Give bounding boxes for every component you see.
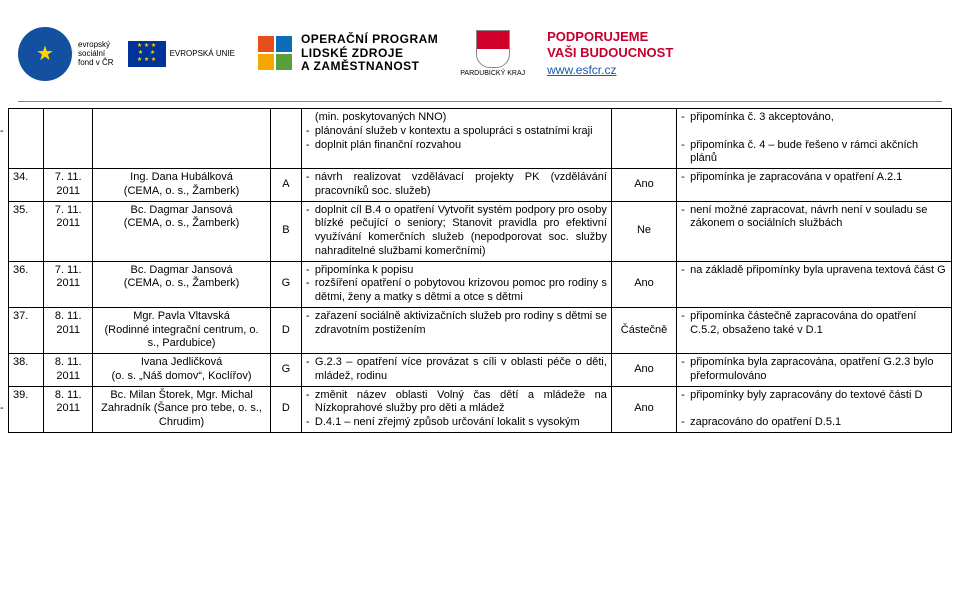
cell: B xyxy=(270,201,301,261)
logo-eu: ★ ★ ★★ ★★ ★ ★ EVROPSKÁ UNIE xyxy=(128,41,235,67)
page-header: ★ evropský sociální fond v ČR ★ ★ ★★ ★★ … xyxy=(0,0,960,101)
cell: 8. 11. 2011 xyxy=(44,307,93,353)
cell: G xyxy=(270,354,301,387)
support-line: VAŠI BUDOUCNOST xyxy=(547,45,673,61)
cell: G.2.3 – opatření více provázat s cíli v … xyxy=(301,354,611,387)
cell: Bc. Milan Štorek, Mgr. Michal Zahradník … xyxy=(93,386,271,432)
logo-esf: ★ evropský sociální fond v ČR xyxy=(18,27,114,81)
cell: není možné zapracovat, návrh není v soul… xyxy=(677,201,952,261)
logo-oplz: OPERAČNÍ PROGRAM LIDSKÉ ZDROJE A ZAMĚSTN… xyxy=(257,33,438,74)
cell: 37. xyxy=(9,307,44,353)
logo-pardubicky-kraj: PARDUBICKÝ KRAJ xyxy=(460,30,525,77)
cell: Ne xyxy=(611,201,676,261)
cell: doplnit cíl B.4 o opatření Vytvořit syst… xyxy=(301,201,611,261)
cell: 7. 11. 2011 xyxy=(44,261,93,307)
cell-desc: (min. poskytovaných NNO)plánování služeb… xyxy=(301,109,611,169)
cell: připomínky byly zapracovány do textové č… xyxy=(677,386,952,432)
cell: Ano xyxy=(611,169,676,202)
program-line: OPERAČNÍ PROGRAM xyxy=(301,33,438,47)
cell: 7. 11. 2011 xyxy=(44,169,93,202)
cell: připomínka částečně zapracována do opatř… xyxy=(677,307,952,353)
cell: Ano xyxy=(611,261,676,307)
cell: G xyxy=(270,261,301,307)
cell: A xyxy=(270,169,301,202)
cell: na základě připomínky byla upravena text… xyxy=(677,261,952,307)
support-text: PODPORUJEME VAŠI BUDOUCNOST www.esfcr.cz xyxy=(547,29,673,78)
cell: 7. 11. 2011 xyxy=(44,201,93,261)
cell: návrh realizovat vzdělávací projekty PK … xyxy=(301,169,611,202)
cell xyxy=(270,109,301,169)
cell: 36. xyxy=(9,261,44,307)
esf-line: evropský xyxy=(78,40,114,49)
cell: 8. 11. 2011 xyxy=(44,354,93,387)
cell: zařazení sociálně aktivizačních služeb p… xyxy=(301,307,611,353)
cell: připomínka je zapracována v opatření A.2… xyxy=(677,169,952,202)
header-divider xyxy=(18,101,942,102)
support-line: PODPORUJEME xyxy=(547,29,673,45)
cell xyxy=(611,109,676,169)
program-line: A ZAMĚSTNANOST xyxy=(301,60,438,74)
cell xyxy=(93,109,271,169)
cell: Bc. Dagmar Jansová(CEMA, o. s., Žamberk) xyxy=(93,261,271,307)
cell: Ano xyxy=(611,354,676,387)
cell: Ing. Dana Hubálková(CEMA, o. s., Žamberk… xyxy=(93,169,271,202)
cell: D xyxy=(270,307,301,353)
cell: změnit název oblasti Volný čas dětí a ml… xyxy=(301,386,611,432)
cell: 8. 11. 2011 xyxy=(44,386,93,432)
cell: Mgr. Pavla Vltavská(Rodinné integrační c… xyxy=(93,307,271,353)
eu-label: EVROPSKÁ UNIE xyxy=(170,49,235,58)
cell: připomínka k popisurozšíření opatření o … xyxy=(301,261,611,307)
cell: 38. xyxy=(9,354,44,387)
cell: Bc. Dagmar Jansová(CEMA, o. s., Žamberk) xyxy=(93,201,271,261)
support-link[interactable]: www.esfcr.cz xyxy=(547,63,616,77)
cell: 34. xyxy=(9,169,44,202)
cell: D xyxy=(270,386,301,432)
esf-line: sociální xyxy=(78,49,114,58)
cell: Ivana Jedličková(o. s. „Náš domov“, Kocl… xyxy=(93,354,271,387)
esf-line: fond v ČR xyxy=(78,58,114,67)
cell: 39. xyxy=(9,386,44,432)
cell: Ano xyxy=(611,386,676,432)
cell-resp: připomínka č. 3 akceptováno, připomínka … xyxy=(677,109,952,169)
kraj-label: PARDUBICKÝ KRAJ xyxy=(460,70,525,77)
cell: Částečně xyxy=(611,307,676,353)
cell xyxy=(9,109,44,169)
cell xyxy=(44,109,93,169)
cell: připomínka byla zapracována, opatření G.… xyxy=(677,354,952,387)
comments-table: (min. poskytovaných NNO)plánování služeb… xyxy=(8,108,952,433)
cell: 35. xyxy=(9,201,44,261)
